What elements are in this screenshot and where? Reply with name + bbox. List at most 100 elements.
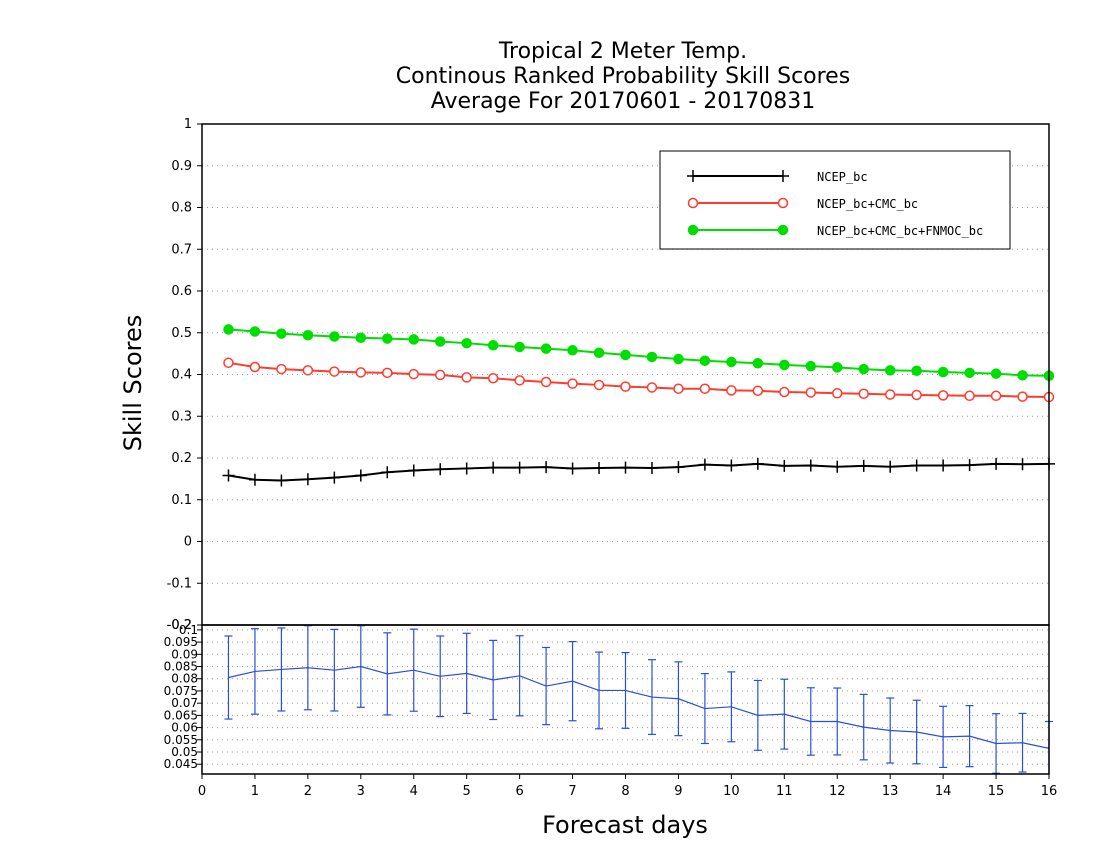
data-point-plus — [301, 473, 314, 486]
data-point — [249, 361, 261, 373]
data-point — [884, 389, 896, 400]
x-tick-label: 7 — [568, 784, 576, 799]
x-tick-label: 0 — [198, 784, 206, 799]
main-y-tick-label: 0.1 — [171, 493, 192, 508]
legend-entry-2: NCEP_bc+CMC_bc — [687, 197, 918, 211]
data-point — [805, 360, 817, 372]
data-point-plus — [937, 459, 950, 472]
legend-box — [659, 150, 1011, 250]
data-point — [382, 333, 393, 344]
data-point — [302, 330, 314, 341]
data-point — [673, 383, 684, 394]
x-axis-title: Forecast days — [542, 811, 708, 839]
legend-label: NCEP_bc — [817, 170, 868, 184]
sub-y-tick-label: 0.1 — [179, 623, 198, 637]
data-point — [964, 367, 975, 379]
data-point — [487, 373, 499, 384]
x-tick-label: 5 — [463, 784, 471, 799]
data-point — [779, 359, 790, 371]
x-tick-label: 4 — [410, 784, 418, 799]
data-point-plus — [725, 459, 738, 472]
main-plot-series — [222, 324, 1055, 487]
sub-y-tick-label: 0.045 — [164, 757, 198, 771]
sub-y-tick-label: 0.07 — [171, 696, 198, 710]
legend-marker — [687, 224, 699, 236]
data-point-plus — [990, 457, 1003, 470]
data-point-plus — [328, 471, 341, 484]
data-point-plus — [540, 461, 553, 474]
data-point — [461, 372, 472, 383]
x-tick-label: 15 — [988, 784, 1005, 799]
x-tick-label: 10 — [723, 784, 740, 799]
legend-label: NCEP_bc+CMC_bc+FNMOC_bc — [817, 224, 983, 238]
data-point — [805, 387, 817, 398]
data-point — [884, 365, 896, 376]
difference-line — [228, 665, 1050, 749]
series-1 — [222, 457, 1055, 487]
data-point-plus — [222, 469, 235, 482]
x-tick-label: 11 — [776, 784, 793, 799]
data-point — [779, 386, 790, 398]
title-line-3: Average For 20170601 - 20170831 — [431, 89, 816, 114]
data-point — [223, 357, 234, 369]
main-y-tick-label: 1 — [184, 117, 192, 132]
data-point-plus — [698, 458, 711, 471]
data-point — [620, 349, 631, 361]
data-point-plus — [857, 459, 870, 472]
data-point — [1017, 391, 1028, 402]
data-point — [567, 345, 578, 356]
legend-marker — [687, 170, 699, 182]
data-point — [832, 362, 843, 373]
data-point-plus — [381, 466, 394, 479]
series-line — [228, 328, 1050, 377]
data-point — [408, 334, 419, 345]
data-point-plus — [619, 461, 632, 474]
x-tick-label: 13 — [882, 784, 899, 799]
data-point — [540, 376, 552, 388]
data-point — [276, 328, 287, 339]
legend-marker — [687, 197, 699, 209]
data-point — [726, 385, 737, 396]
x-tick-label: 9 — [674, 784, 682, 799]
data-point — [329, 331, 340, 342]
data-point-plus — [407, 464, 420, 477]
data-point-plus — [831, 460, 844, 473]
sub-y-tick-label: 0.09 — [171, 647, 198, 661]
legend-marker — [777, 170, 789, 182]
data-point — [355, 367, 367, 378]
data-point — [646, 382, 658, 393]
sub-y-tick-label: 0.075 — [164, 684, 198, 698]
x-tick-label: 2 — [304, 784, 312, 799]
data-point — [752, 385, 764, 397]
title-line-2: Continous Ranked Probability Skill Score… — [396, 64, 850, 89]
data-point — [302, 365, 314, 376]
data-point-plus — [460, 462, 473, 475]
main-y-tick-label: -0.2 — [167, 618, 192, 633]
data-point — [382, 367, 393, 379]
x-tick-label: 8 — [621, 784, 629, 799]
title-line-1: Tropical 2 Meter Temp. — [498, 39, 747, 64]
sub-y-tick-label: 0.05 — [171, 745, 198, 759]
series-2 — [223, 357, 1055, 403]
sub-y-tick-label: 0.06 — [171, 721, 198, 735]
data-point-plus — [566, 462, 579, 475]
data-point-plus — [778, 459, 791, 472]
x-tick-label: 14 — [935, 784, 952, 799]
legend-marker — [777, 224, 789, 236]
legend-marker — [777, 197, 789, 209]
data-point — [355, 332, 367, 344]
legend-entry-1: NCEP_bc — [687, 170, 868, 184]
data-point — [911, 365, 922, 376]
sub-plot-grid — [202, 629, 1049, 765]
data-point-plus — [751, 457, 764, 470]
data-point — [514, 341, 525, 353]
legend-label: NCEP_bc+CMC_bc — [817, 197, 918, 211]
difference-series — [224, 625, 1053, 774]
main-y-tick-label: 0.2 — [171, 451, 192, 466]
sub-y-tick-label: 0.095 — [164, 635, 198, 649]
data-point-plus — [645, 462, 658, 475]
series-line — [228, 462, 1050, 482]
main-y-tick-label: -0.2 — [167, 618, 192, 633]
data-point — [434, 369, 446, 381]
